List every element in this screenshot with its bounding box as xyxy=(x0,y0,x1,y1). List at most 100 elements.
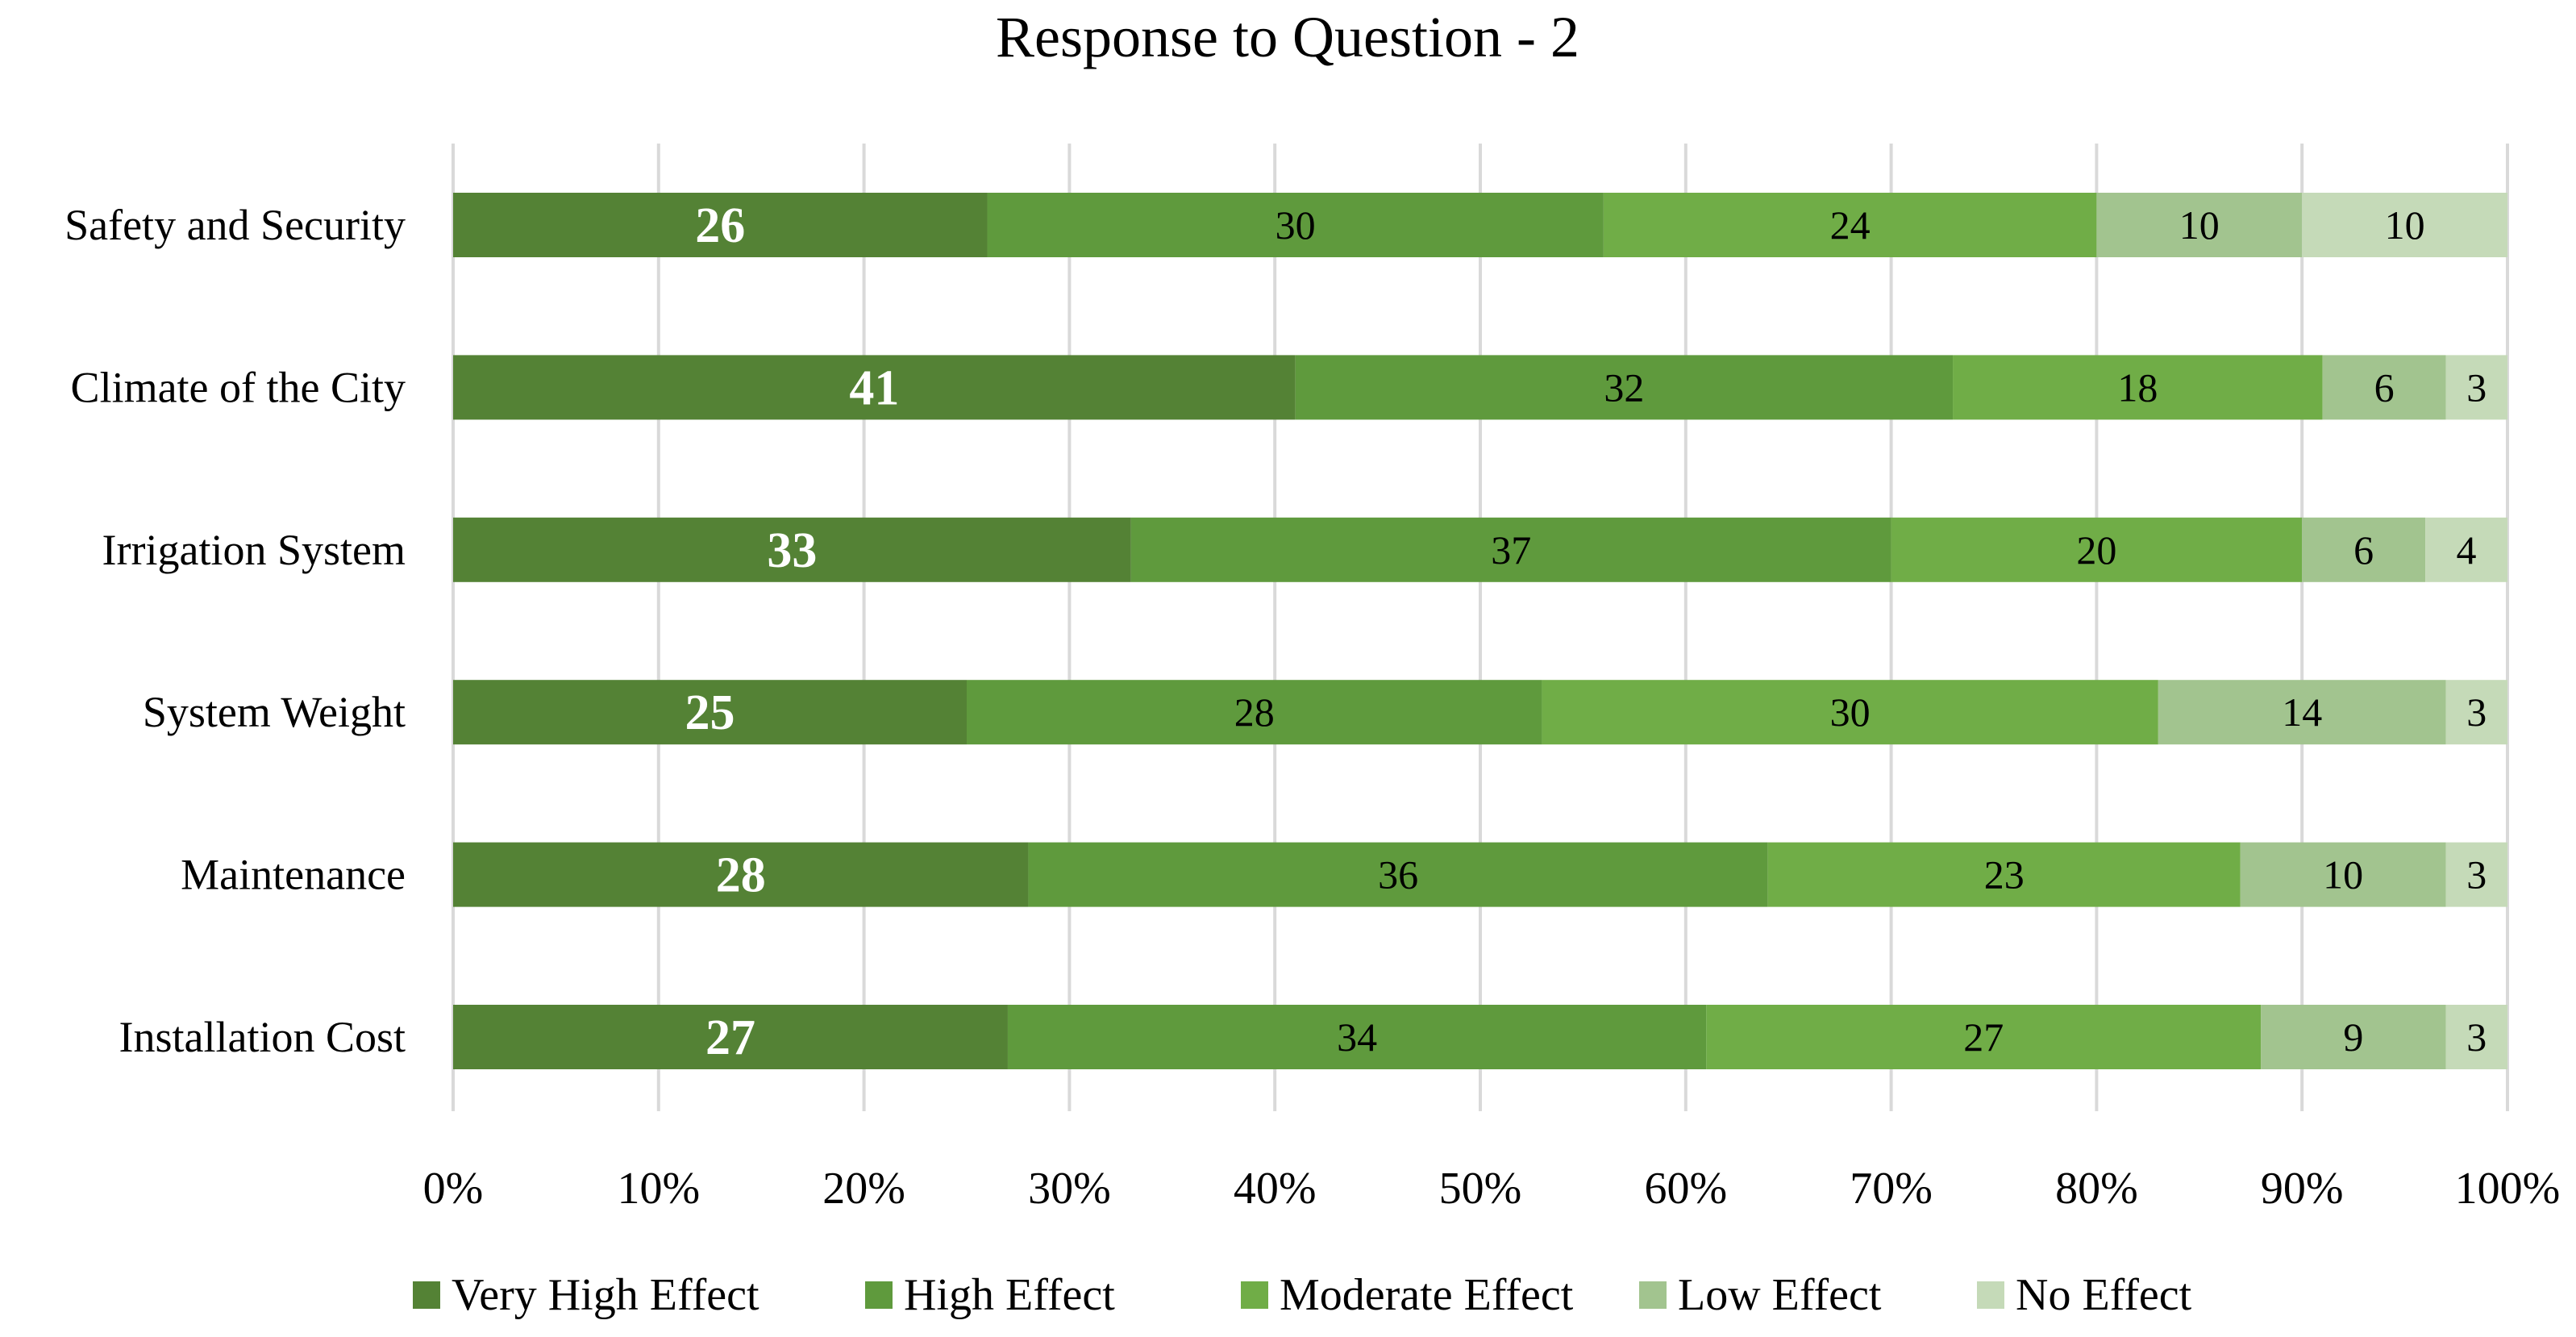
bar-segment xyxy=(2302,193,2507,257)
data-label: 14 xyxy=(2282,689,2322,735)
legend: Very High Effect High Effect Moderate Effe… xyxy=(413,1270,2192,1320)
gridlines xyxy=(452,144,2509,1111)
data-label: 37 xyxy=(1491,527,1531,573)
data-label: 28 xyxy=(716,848,766,903)
data-label: 6 xyxy=(2374,364,2395,410)
bar-segment xyxy=(2322,355,2446,420)
bar-segment xyxy=(2425,517,2507,582)
bar-segment xyxy=(1542,680,2158,745)
data-label: 30 xyxy=(1830,689,1871,735)
data-label: 32 xyxy=(1604,364,1644,410)
x-tick-label: 70% xyxy=(1850,1164,1933,1214)
category-label: System Weight xyxy=(143,688,406,736)
data-label: 28 xyxy=(1234,689,1275,735)
bar-segment xyxy=(453,842,1029,907)
legend-label: High Effect xyxy=(904,1270,1115,1320)
legend-item: Low Effect xyxy=(1639,1270,1882,1320)
x-tick-label: 50% xyxy=(1439,1164,1522,1214)
bar-segment xyxy=(453,355,1296,420)
chart-title: Response to Question - 2 xyxy=(996,5,1579,69)
legend-label: Moderate Effect xyxy=(1280,1270,1574,1320)
bar-segment xyxy=(453,193,988,257)
x-tick-label: 60% xyxy=(1644,1164,1727,1214)
bar-segment xyxy=(453,517,1131,582)
data-label: 27 xyxy=(1963,1014,2004,1060)
bar-segment xyxy=(1953,355,2323,420)
data-label: 24 xyxy=(1830,202,1871,248)
bar-segment xyxy=(1295,355,1954,420)
data-label: 30 xyxy=(1276,202,1316,248)
bar-segment xyxy=(453,1005,1008,1069)
legend-swatch xyxy=(1639,1281,1667,1309)
category-label: Irrigation System xyxy=(102,526,406,574)
bar-segment xyxy=(967,680,1542,745)
category-label: Maintenance xyxy=(181,851,406,899)
data-label: 3 xyxy=(2466,689,2487,735)
x-tick-label: 30% xyxy=(1028,1164,1111,1214)
category-label: Safety and Security xyxy=(65,201,406,249)
data-label: 34 xyxy=(1337,1014,1377,1060)
legend-item: Very High Effect xyxy=(413,1270,759,1320)
data-label: 23 xyxy=(1984,852,2025,898)
bars xyxy=(453,193,2507,1069)
x-tick-label: 10% xyxy=(617,1164,700,1214)
legend-label: Very High Effect xyxy=(452,1270,759,1320)
bar-segment xyxy=(2445,842,2507,907)
legend-label: No Effect xyxy=(2016,1270,2192,1320)
x-axis-tick-labels: 0% 10% 20% 30% 40% 50% 60% 70% 80% 90% 100% xyxy=(423,1164,2561,1214)
data-label: 36 xyxy=(1378,852,1418,898)
legend-swatch xyxy=(413,1281,440,1309)
bar-segment xyxy=(1891,517,2303,582)
bar-segment xyxy=(1767,842,2241,907)
x-tick-label: 100% xyxy=(2455,1164,2561,1214)
bar-segment xyxy=(2158,680,2446,745)
bar-segment xyxy=(453,680,967,745)
data-label: 3 xyxy=(2466,364,2487,410)
data-label: 3 xyxy=(2466,1014,2487,1060)
legend-swatch xyxy=(865,1281,893,1309)
category-label: Climate of the City xyxy=(71,363,406,411)
data-label: 9 xyxy=(2343,1014,2363,1060)
data-label: 4 xyxy=(2457,527,2477,573)
bar-segment xyxy=(2240,842,2446,907)
legend-swatch xyxy=(1241,1281,1268,1309)
x-tick-label: 90% xyxy=(2261,1164,2344,1214)
bar-segment xyxy=(2445,680,2507,745)
x-tick-label: 80% xyxy=(2055,1164,2138,1214)
category-axis-labels: Safety and Security Climate of the City Ir… xyxy=(65,201,406,1061)
bar-segment xyxy=(2096,193,2303,257)
bar-segment xyxy=(1706,1005,2262,1069)
data-label: 41 xyxy=(849,360,899,415)
bar-segment xyxy=(2261,1005,2446,1069)
data-label: 10 xyxy=(2385,202,2425,248)
data-label: 10 xyxy=(2323,852,2363,898)
bar-segment xyxy=(1130,517,1891,582)
data-label: 3 xyxy=(2466,852,2487,898)
category-label: Installation Cost xyxy=(119,1013,406,1061)
x-tick-label: 0% xyxy=(423,1164,484,1214)
x-tick-label: 20% xyxy=(822,1164,905,1214)
bar-segment xyxy=(1007,1005,1707,1069)
bar-segment xyxy=(987,193,1604,257)
bar-segment xyxy=(2445,355,2507,420)
bar-segment xyxy=(2445,1005,2507,1069)
data-label: 20 xyxy=(2076,527,2116,573)
legend-item: No Effect xyxy=(1977,1270,2192,1320)
data-label: 26 xyxy=(695,198,745,253)
x-tick-label: 40% xyxy=(1234,1164,1317,1214)
data-label: 25 xyxy=(685,685,735,740)
bar-segment xyxy=(1028,842,1768,907)
data-label: 10 xyxy=(2179,202,2220,248)
legend-label: Low Effect xyxy=(1678,1270,1882,1320)
legend-swatch xyxy=(1977,1281,2004,1309)
data-label: 18 xyxy=(2117,364,2158,410)
legend-item: High Effect xyxy=(865,1270,1115,1320)
bar-segment xyxy=(2302,517,2426,582)
data-label: 27 xyxy=(705,1010,755,1065)
bar-segment xyxy=(1603,193,2097,257)
data-label: 33 xyxy=(767,523,817,578)
legend-item: Moderate Effect xyxy=(1241,1270,1574,1320)
data-label: 6 xyxy=(2353,527,2374,573)
